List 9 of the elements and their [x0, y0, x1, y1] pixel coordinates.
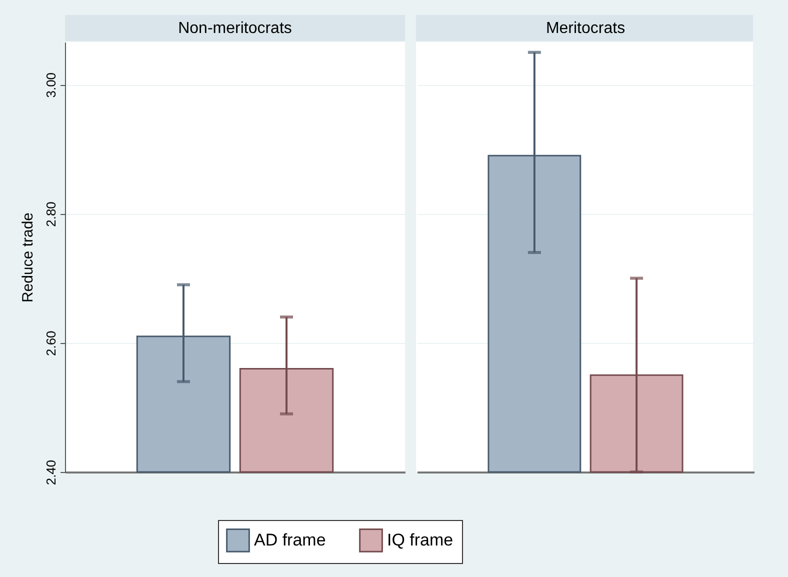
x-tick-label: Non-meritocrats [178, 20, 292, 37]
x-tick-label: Meritocrats [546, 20, 626, 37]
y-tick-label: 2.40 [44, 460, 58, 486]
y-tick-label: 3.00 [44, 72, 58, 98]
y-axis-title: Reduce trade [20, 212, 36, 303]
y-tick-label: 2.80 [44, 202, 58, 227]
legend-label: IQ frame [387, 530, 454, 550]
legend-label: AD frame [254, 530, 326, 550]
y-tick-label: 2.60 [44, 330, 58, 356]
